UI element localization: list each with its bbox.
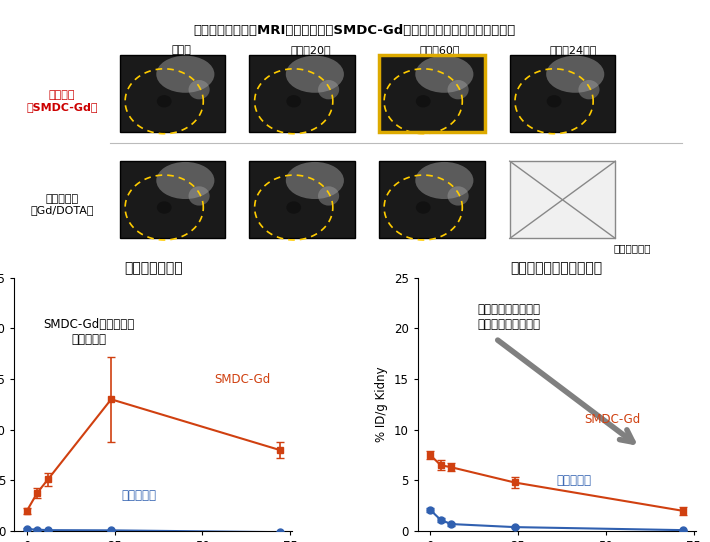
- Text: 投与後20分: 投与後20分: [290, 45, 331, 55]
- Title: 腎臓からのクリアランス: 腎臓からのクリアランス: [510, 261, 603, 275]
- Ellipse shape: [318, 80, 339, 99]
- Title: 腫瘍への集積性: 腫瘍への集積性: [124, 261, 182, 275]
- Text: 投与後24時間: 投与後24時間: [550, 45, 597, 55]
- Text: 市販造影剤: 市販造影剤: [122, 489, 157, 502]
- Text: 市販造影剤: 市販造影剤: [557, 474, 591, 487]
- Bar: [120, 55, 226, 132]
- Bar: [379, 55, 484, 132]
- Ellipse shape: [156, 56, 214, 93]
- Ellipse shape: [189, 186, 209, 205]
- Text: 投与前: 投与前: [171, 45, 191, 55]
- Text: 市販造影剤
（Gd/DOTA）: 市販造影剤 （Gd/DOTA）: [30, 194, 94, 215]
- Bar: [249, 161, 355, 238]
- Ellipse shape: [157, 202, 172, 214]
- Bar: [510, 161, 616, 238]
- Ellipse shape: [157, 95, 172, 107]
- Ellipse shape: [318, 186, 339, 205]
- Text: どちらも経時的かつ
速やかな排泄を示す: どちらも経時的かつ 速やかな排泄を示す: [478, 303, 541, 331]
- Text: 投与後60分: 投与後60分: [420, 45, 461, 55]
- Text: SMDC-Gd: SMDC-Gd: [584, 413, 640, 426]
- Ellipse shape: [546, 56, 604, 93]
- Ellipse shape: [447, 80, 469, 99]
- Bar: [510, 55, 616, 132]
- Bar: [249, 55, 355, 132]
- Ellipse shape: [547, 95, 562, 107]
- Ellipse shape: [286, 202, 301, 214]
- Ellipse shape: [156, 162, 214, 199]
- Bar: [379, 161, 484, 238]
- Ellipse shape: [416, 202, 431, 214]
- Ellipse shape: [579, 80, 599, 99]
- Ellipse shape: [286, 56, 344, 93]
- Ellipse shape: [286, 95, 301, 107]
- Ellipse shape: [189, 80, 209, 99]
- Ellipse shape: [415, 162, 474, 199]
- Y-axis label: % ID/g Kidny: % ID/g Kidny: [375, 366, 388, 442]
- Text: 腫瘍を対象としたMRI測定結果　（SMDC-Gdは経時的な撮像を可能にする）: 腫瘍を対象としたMRI測定結果 （SMDC-Gdは経時的な撮像を可能にする）: [194, 23, 516, 36]
- Ellipse shape: [447, 186, 469, 205]
- Ellipse shape: [286, 162, 344, 199]
- Text: 点線内：腫瘍: 点線内：腫瘍: [614, 243, 652, 253]
- Ellipse shape: [415, 56, 474, 93]
- Bar: [120, 161, 226, 238]
- Text: 本開発物
（SMDC-Gd）: 本開発物 （SMDC-Gd）: [26, 90, 98, 112]
- Bar: [379, 55, 484, 132]
- Text: SMDC-Gdの圧倒的な
腫瘍集積性: SMDC-Gdの圧倒的な 腫瘍集積性: [44, 318, 135, 346]
- Text: SMDC-Gd: SMDC-Gd: [214, 372, 271, 385]
- Ellipse shape: [416, 95, 431, 107]
